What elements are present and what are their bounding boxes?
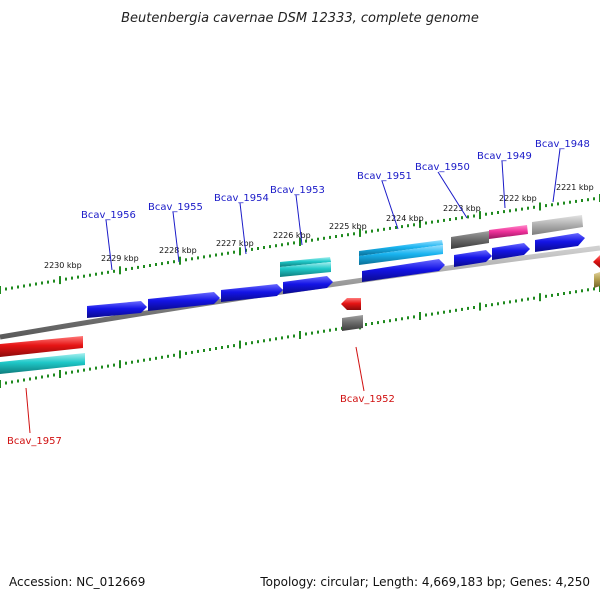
gene-label[interactable]: Bcav_1952 xyxy=(340,394,395,405)
gene-bcav-1949[interactable] xyxy=(492,243,530,260)
gene-bcav-1950-top[interactable] xyxy=(451,231,489,249)
gene-bcav-1948-top[interactable] xyxy=(532,215,583,235)
gene-label[interactable]: Bcav_1956 xyxy=(81,210,136,221)
scale-label: 2222 kbp xyxy=(499,194,537,203)
gene-label[interactable]: Bcav_1953 xyxy=(270,185,325,196)
gene-bcav-1957[interactable] xyxy=(0,336,85,374)
gene-bcav-1953-top[interactable] xyxy=(280,257,331,277)
forward-genes xyxy=(87,215,600,318)
forward-tick-track xyxy=(0,194,600,294)
scale-label: 2227 kbp xyxy=(216,239,254,248)
accession-text: Accession: NC_012669 xyxy=(9,575,145,589)
gene-bcav-1952[interactable] xyxy=(341,298,363,331)
gene-offscreen-red[interactable] xyxy=(593,255,600,268)
scale-label: 2223 kbp xyxy=(443,204,481,213)
gene-bcav-1949-top[interactable] xyxy=(489,225,528,239)
gene-label[interactable]: Bcav_1948 xyxy=(535,139,590,150)
gene-label[interactable]: Bcav_1950 xyxy=(415,162,470,173)
gene-label[interactable]: Bcav_1957 xyxy=(7,436,62,447)
gene-bcav-1955[interactable] xyxy=(148,292,220,311)
gene-bcav-1951-top[interactable] xyxy=(359,240,443,265)
gene-bcav-1950[interactable] xyxy=(454,250,492,267)
gene-offscreen-olive[interactable] xyxy=(594,272,600,288)
genome-summary-text: Topology: circular; Length: 4,669,183 bp… xyxy=(259,575,590,589)
gene-bcav-1953[interactable] xyxy=(283,276,333,294)
scale-label: 2229 kbp xyxy=(101,254,139,263)
gene-bcav-1954[interactable] xyxy=(221,284,283,302)
gene-label[interactable]: Bcav_1955 xyxy=(148,202,203,213)
scale-label: 2225 kbp xyxy=(329,222,367,231)
scale-label: 2224 kbp xyxy=(386,214,424,223)
map-title: Beutenbergia cavernae DSM 12333, complet… xyxy=(121,11,479,26)
label-leaders xyxy=(25,148,561,434)
scale-label: 2226 kbp xyxy=(273,231,311,240)
gene-label[interactable]: Bcav_1951 xyxy=(357,171,412,182)
scale-label: 2230 kbp xyxy=(44,261,82,270)
reverse-tick-track xyxy=(0,284,600,388)
scale-label: 2221 kbp xyxy=(556,183,594,192)
gene-bcav-1948[interactable] xyxy=(535,233,585,252)
gene-bcav-1951[interactable] xyxy=(362,259,445,282)
reverse-genes xyxy=(0,298,363,374)
gene-label[interactable]: Bcav_1954 xyxy=(214,193,269,204)
gene-bcav-1956[interactable] xyxy=(87,301,147,318)
gene-labels: Bcav_1956 Bcav_1955 Bcav_1954 Bcav_1953 … xyxy=(7,139,590,447)
gene-label[interactable]: Bcav_1949 xyxy=(477,151,532,162)
